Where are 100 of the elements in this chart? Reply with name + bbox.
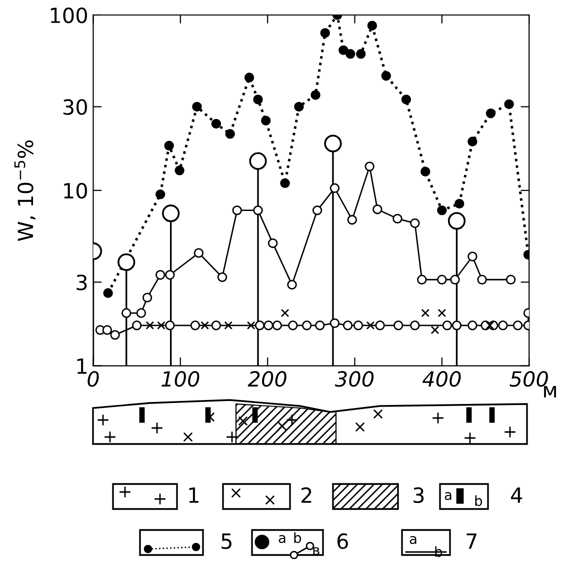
point bbox=[136, 308, 146, 318]
y-tick-label: 3 bbox=[76, 274, 87, 290]
point bbox=[162, 204, 180, 222]
point bbox=[156, 270, 166, 280]
point bbox=[280, 178, 290, 188]
point bbox=[272, 320, 282, 330]
point bbox=[454, 198, 464, 209]
point bbox=[246, 321, 256, 330]
point bbox=[310, 90, 320, 100]
point bbox=[225, 129, 235, 139]
point bbox=[132, 320, 142, 330]
point bbox=[420, 166, 430, 176]
point bbox=[156, 189, 166, 200]
point bbox=[165, 270, 175, 280]
point bbox=[393, 320, 404, 330]
point bbox=[375, 320, 385, 330]
point bbox=[437, 274, 447, 284]
point bbox=[437, 205, 447, 216]
point bbox=[486, 321, 494, 330]
point bbox=[372, 204, 382, 214]
point bbox=[506, 274, 516, 284]
x-tick-label: 500 bbox=[510, 371, 548, 387]
point bbox=[244, 72, 254, 82]
point bbox=[468, 136, 478, 146]
point bbox=[217, 272, 228, 282]
point bbox=[342, 320, 353, 330]
y-tick-label: 10 bbox=[64, 182, 87, 199]
point bbox=[468, 252, 478, 262]
x-tick-label: 400 bbox=[422, 371, 461, 387]
point bbox=[122, 308, 132, 318]
point bbox=[190, 320, 200, 330]
point bbox=[110, 330, 120, 340]
text: 2 bbox=[302, 487, 312, 503]
x-tick-label: 100 bbox=[162, 371, 200, 387]
point bbox=[450, 274, 460, 284]
point bbox=[211, 118, 222, 129]
point bbox=[324, 134, 342, 152]
x-tick-label: 300 bbox=[334, 371, 374, 387]
point bbox=[430, 326, 440, 334]
point bbox=[253, 205, 263, 216]
point bbox=[410, 218, 420, 228]
text: 3 bbox=[414, 487, 424, 504]
point bbox=[194, 248, 204, 258]
point bbox=[417, 274, 427, 284]
point bbox=[294, 102, 304, 112]
text: a bbox=[444, 492, 452, 500]
point bbox=[118, 253, 136, 271]
point bbox=[512, 320, 523, 330]
point bbox=[442, 320, 452, 330]
y-tick-label: 1 bbox=[77, 358, 86, 374]
x-axis-title: м bbox=[544, 386, 556, 398]
point bbox=[264, 320, 274, 330]
point bbox=[381, 70, 391, 81]
text: b bbox=[475, 495, 482, 506]
point bbox=[498, 320, 508, 330]
point bbox=[347, 214, 357, 225]
point bbox=[102, 325, 112, 335]
point bbox=[253, 94, 263, 104]
point bbox=[287, 280, 297, 290]
point bbox=[165, 320, 175, 330]
point bbox=[410, 320, 420, 330]
point bbox=[452, 320, 462, 330]
point bbox=[366, 321, 375, 330]
text: 6 bbox=[337, 533, 348, 550]
point bbox=[330, 318, 340, 328]
point bbox=[504, 99, 514, 110]
point bbox=[364, 162, 374, 172]
point bbox=[260, 116, 271, 126]
point bbox=[174, 166, 184, 176]
text: 7 bbox=[466, 534, 476, 549]
point bbox=[338, 45, 348, 56]
point bbox=[330, 183, 340, 194]
point bbox=[254, 320, 265, 330]
point bbox=[157, 321, 166, 330]
point bbox=[477, 274, 487, 284]
point bbox=[302, 320, 312, 330]
text: a bbox=[410, 536, 416, 544]
point bbox=[392, 214, 402, 224]
point bbox=[288, 320, 298, 330]
point bbox=[486, 108, 496, 118]
point bbox=[224, 321, 233, 330]
point bbox=[468, 320, 478, 330]
x-tick-label: 0 bbox=[88, 371, 99, 387]
point bbox=[211, 320, 222, 330]
point bbox=[421, 308, 430, 318]
point bbox=[146, 321, 154, 330]
point bbox=[192, 102, 202, 112]
text: a bbox=[278, 535, 286, 544]
point bbox=[200, 321, 209, 330]
text: 1 bbox=[189, 488, 198, 503]
point bbox=[315, 320, 325, 330]
y-tick-label: 30 bbox=[63, 99, 87, 115]
point bbox=[312, 205, 322, 216]
point bbox=[268, 238, 278, 248]
point bbox=[280, 308, 290, 318]
point bbox=[353, 320, 364, 330]
point bbox=[356, 49, 366, 59]
point bbox=[401, 94, 412, 104]
y-axis-title: W, 10$^{−5}$% bbox=[14, 140, 36, 241]
point bbox=[438, 308, 446, 318]
